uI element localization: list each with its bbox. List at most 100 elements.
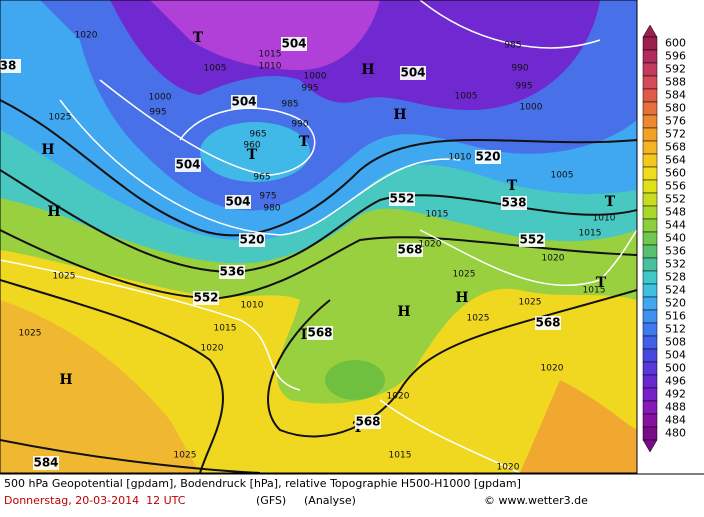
legend-label: 592: [665, 63, 686, 76]
geopotential-label: 520: [239, 233, 264, 247]
geopotential-label: 504: [175, 158, 200, 172]
legend-swatch: [642, 166, 658, 181]
legend-swatch: [642, 426, 658, 441]
pressure-label: 1025: [19, 329, 42, 339]
geopotential-label: 504: [231, 95, 256, 109]
pressure-label: 1010: [241, 301, 264, 311]
legend-label: 556: [665, 180, 686, 193]
legend-label: 512: [665, 323, 686, 336]
pressure-label: 995: [149, 108, 166, 118]
legend-label: 568: [665, 141, 686, 154]
geopotential-label: 504: [281, 37, 306, 51]
legend-label: 572: [665, 128, 686, 141]
pressure-label: 1005: [455, 92, 478, 102]
label-box: [231, 95, 257, 109]
legend-label: 536: [665, 245, 686, 258]
legend-arrow-top: [642, 24, 658, 38]
legend-label: 588: [665, 76, 686, 89]
legend-label: 564: [665, 154, 686, 167]
legend-swatch: [642, 374, 658, 389]
geopotential-label: 568: [535, 316, 560, 330]
pressure-label: 1010: [259, 62, 282, 72]
pressure-label: 1015: [214, 324, 237, 334]
legend-swatch: [642, 270, 658, 285]
legend-label: 560: [665, 167, 686, 180]
pressure-label: 985: [281, 100, 298, 110]
pressure-label: 1025: [453, 270, 476, 280]
pressure-center: T: [605, 194, 616, 210]
legend-arrow-bottom: [642, 439, 658, 453]
pressure-label: 1025: [519, 298, 542, 308]
label-box: [475, 150, 501, 164]
legend-swatch: [642, 36, 658, 51]
pressure-center: T: [299, 327, 310, 343]
legend-label: 576: [665, 115, 686, 128]
geopotential-label: 552: [519, 233, 544, 247]
pressure-center: T: [507, 178, 518, 194]
contours: [0, 0, 638, 474]
legend-label: 596: [665, 50, 686, 63]
label-box: [0, 59, 21, 73]
legend-swatch: [642, 322, 658, 337]
legend-swatch: [642, 127, 658, 142]
legend-swatch: [642, 309, 658, 324]
pressure-label: 995: [301, 84, 318, 94]
pressure-center: T: [247, 147, 258, 163]
legend-label: 516: [665, 310, 686, 323]
label-box: [175, 158, 201, 172]
legend-swatch: [642, 49, 658, 64]
legend-swatch: [642, 400, 658, 415]
map-labels: 1020 38 1025 H 1000 995 1005 1015 1010 504 T H 504 10…: [0, 30, 616, 473]
legend-swatch: [642, 179, 658, 194]
pressure-label: 1000: [304, 72, 327, 82]
legend-swatch: [642, 413, 658, 428]
legend-label: 504: [665, 349, 686, 362]
legend-swatch: [642, 335, 658, 350]
pressure-center: H: [59, 372, 72, 388]
label-box: [355, 415, 381, 429]
pressure-label: 1010: [449, 153, 472, 163]
label-box: [397, 243, 423, 257]
label-box: [281, 37, 307, 51]
pressure-label: 1005: [204, 64, 227, 74]
label-box: [193, 291, 219, 305]
legend-label: 600: [665, 37, 686, 50]
pressure-center: H: [47, 204, 60, 220]
legend-label: 532: [665, 258, 686, 271]
geopotential-label: 552: [193, 291, 218, 305]
pressure-label: 990: [511, 64, 528, 74]
pressure-label: 1015: [426, 210, 449, 220]
pressure-center: H: [41, 142, 54, 158]
legend-swatch: [642, 283, 658, 298]
label-box: [307, 326, 333, 340]
pressure-center: H: [393, 107, 406, 123]
geopotential-label: 38: [0, 59, 16, 73]
legend-label: 488: [665, 401, 686, 414]
geopotential-label: 568: [355, 415, 380, 429]
label-box: [519, 233, 545, 247]
pressure-label: 965: [253, 173, 270, 183]
geopotential-label: 504: [225, 195, 250, 209]
legend-swatch: [642, 387, 658, 402]
legend-swatch: [642, 88, 658, 103]
pressure-label: 1020: [541, 364, 564, 374]
pressure-label: 1010: [593, 214, 616, 224]
legend-label: 484: [665, 414, 686, 427]
legend-label: 500: [665, 362, 686, 375]
pressure-label: 1020: [497, 463, 520, 473]
legend-label: 580: [665, 102, 686, 115]
legend-label: 584: [665, 89, 686, 102]
legend-swatch: [642, 75, 658, 90]
label-box: [389, 192, 415, 206]
geopotential-label: 584: [33, 456, 58, 470]
map-background: [0, 0, 637, 473]
pressure-center: H: [455, 290, 468, 306]
legend-swatch: [642, 348, 658, 363]
footer-run: (Analyse): [304, 494, 356, 507]
map-frame: [0, 0, 638, 474]
legend-swatch: [642, 257, 658, 272]
legend-swatch: [642, 62, 658, 77]
legend-swatch: [642, 361, 658, 376]
label-box: [219, 265, 245, 279]
